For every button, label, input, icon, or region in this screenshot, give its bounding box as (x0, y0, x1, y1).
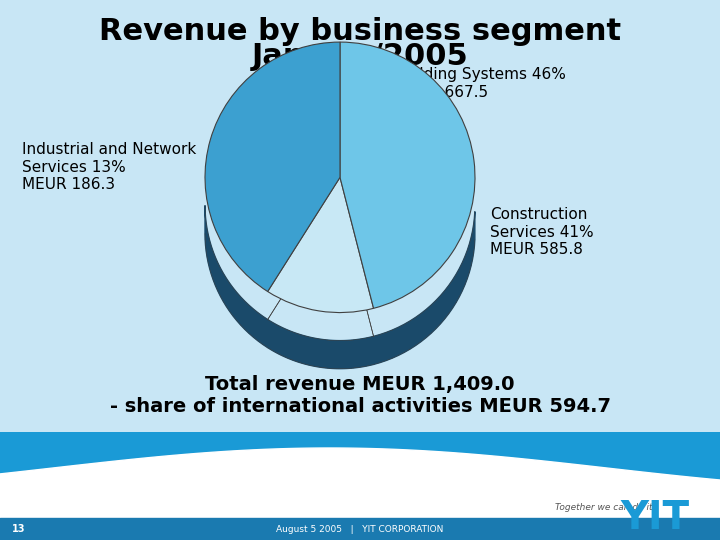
Text: Construction
Services 41%
MEUR 585.8: Construction Services 41% MEUR 585.8 (490, 207, 593, 257)
Text: Industrial and Network
Services 13%
MEUR 186.3: Industrial and Network Services 13% MEUR… (22, 142, 197, 192)
Text: Together we can do it: Together we can do it (555, 503, 652, 512)
Text: Revenue by business segment: Revenue by business segment (99, 17, 621, 46)
Text: Total revenue MEUR 1,409.0
- share of international activities MEUR 594.7: Total revenue MEUR 1,409.0 - share of in… (109, 375, 611, 416)
Polygon shape (268, 320, 374, 369)
Text: Jan-Jun/2005: Jan-Jun/2005 (251, 42, 469, 71)
Polygon shape (374, 212, 475, 364)
Wedge shape (205, 42, 340, 292)
Text: 13: 13 (12, 524, 25, 534)
Wedge shape (268, 177, 374, 313)
Text: August 5 2005   |   YIT CORPORATION: August 5 2005 | YIT CORPORATION (276, 524, 444, 534)
Polygon shape (205, 206, 268, 348)
Text: Building Systems 46%
MEUR 667.5: Building Systems 46% MEUR 667.5 (395, 67, 566, 99)
Text: YIT: YIT (620, 499, 689, 537)
Wedge shape (340, 42, 475, 308)
